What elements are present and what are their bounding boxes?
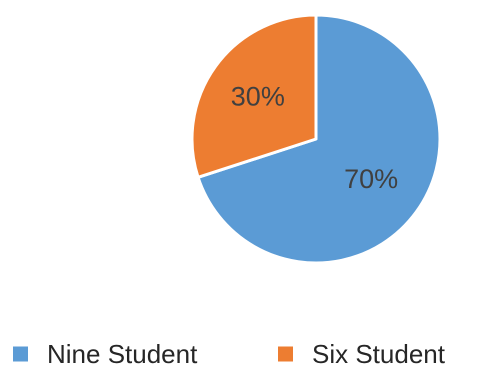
pie-slices <box>190 13 442 265</box>
legend-swatch-nine-student <box>13 346 28 362</box>
pie-data-labels: 70% 30% <box>231 82 398 194</box>
legend-item-nine-student: Nine Student <box>13 339 198 369</box>
pie-slice-six-student <box>190 13 318 179</box>
legend-label-six-student: Six Student <box>312 339 446 369</box>
legend: Nine Student Six Student <box>13 339 446 369</box>
legend-label-nine-student: Nine Student <box>47 339 198 369</box>
data-label-nine-student: 70% <box>344 164 398 194</box>
pie-slice-nine-student <box>196 13 442 265</box>
data-label-six-student: 30% <box>231 82 285 112</box>
legend-swatch-six-student <box>278 346 293 362</box>
legend-item-six-student: Six Student <box>278 339 446 369</box>
